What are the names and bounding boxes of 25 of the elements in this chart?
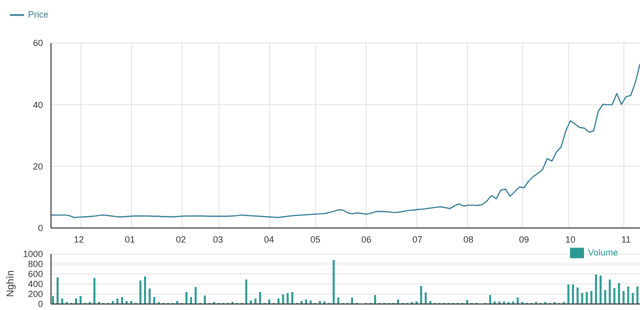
y-tick-label: 0 — [38, 299, 43, 310]
y-tick-label: 1000 — [22, 249, 43, 260]
x-tick-label: 11 — [621, 234, 631, 244]
y-tick-label: 200 — [28, 289, 43, 300]
x-tick-label: 02 — [176, 234, 186, 244]
y-tick-label: 60 — [32, 38, 43, 48]
x-tick-label: 01 — [124, 234, 135, 244]
x-tick-label: 10 — [565, 234, 576, 244]
x-tick-label: 03 — [212, 234, 223, 244]
x-tick-label: 08 — [463, 234, 474, 244]
x-tick-label: 12 — [74, 234, 84, 244]
legend-label: Volume — [588, 247, 618, 258]
y-tick-label: 800 — [28, 259, 43, 270]
x-tick-label: 05 — [310, 234, 320, 244]
x-tick-label: 07 — [412, 234, 422, 244]
y-tick-label: 600 — [28, 269, 43, 280]
legend-label: Price — [28, 9, 49, 20]
y-tick-label: 0 — [38, 223, 43, 234]
y-tick-label: 400 — [28, 279, 43, 290]
y-axis-title: Nghìn — [6, 270, 17, 297]
x-tick-label: 06 — [361, 234, 372, 244]
x-tick-label: 04 — [264, 234, 274, 244]
y-tick-label: 40 — [32, 100, 43, 110]
y-tick-label: 20 — [32, 162, 43, 172]
x-tick-label: 09 — [519, 234, 530, 244]
